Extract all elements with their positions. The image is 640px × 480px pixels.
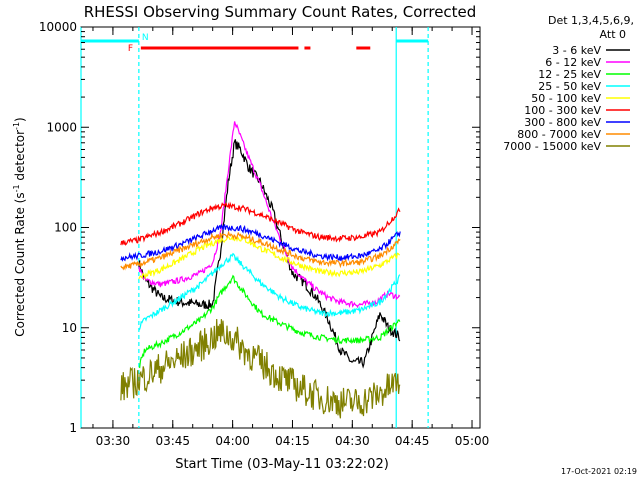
series-line [138, 139, 401, 369]
x-axis-label: Start Time (03-May-11 03:22:02) [175, 457, 389, 472]
series-line [138, 274, 401, 369]
plot-area [80, 26, 481, 429]
x-tick-label: 04:15 [275, 434, 310, 448]
legend-label: 50 - 100 keV [531, 92, 601, 105]
legend-label: 100 - 300 keV [524, 104, 601, 117]
flare-flag-label: F [128, 44, 133, 54]
x-tick-label: 04:45 [395, 434, 430, 448]
series-line [138, 234, 401, 280]
data-series [120, 121, 401, 419]
night-flag-label: N [142, 33, 149, 43]
axis-ticks: 1 10 100 1000 10000 03:30 03:45 04:00 04:15 04:30… [39, 20, 490, 448]
series-line [120, 201, 401, 246]
series-line [120, 318, 401, 419]
series-line [138, 252, 401, 331]
timestamp: 17-Oct-2021 02:19 [561, 467, 637, 476]
x-tick-label: 03:30 [96, 434, 131, 448]
legend-label: 25 - 50 keV [538, 80, 601, 93]
legend-title: Det 1,3,4,5,6,9, [548, 14, 634, 27]
y-tick-label: 100 [54, 221, 77, 235]
plot-frame [80, 26, 481, 429]
y-tick-label: 10 [62, 321, 77, 335]
legend-label: 7000 - 15000 keV [503, 140, 601, 153]
legend-label: 6 - 12 keV [545, 56, 601, 69]
x-tick-label: 04:00 [215, 434, 250, 448]
y-axis-label: Corrected Count Rate (s-1 detector-1) [12, 117, 27, 336]
legend-subtitle: Att 0 [600, 28, 626, 41]
y-tick-label: 1 [69, 421, 77, 435]
legend-label: 800 - 7000 keV [517, 128, 601, 141]
legend-label: 3 - 6 keV [552, 44, 601, 57]
x-tick-label: 04:30 [335, 434, 370, 448]
series-line [138, 121, 401, 309]
series-line [120, 230, 401, 271]
chart-title: RHESSI Observing Summary Count Rates, Co… [84, 3, 477, 21]
y-tick-label: 1000 [46, 120, 77, 134]
legend-label: 12 - 25 keV [538, 68, 601, 81]
y-tick-label: 10000 [39, 20, 77, 34]
x-tick-label: 05:00 [455, 434, 490, 448]
legend-label: 300 - 800 keV [524, 116, 601, 129]
x-tick-label: 03:45 [155, 434, 190, 448]
series-line [120, 223, 401, 262]
